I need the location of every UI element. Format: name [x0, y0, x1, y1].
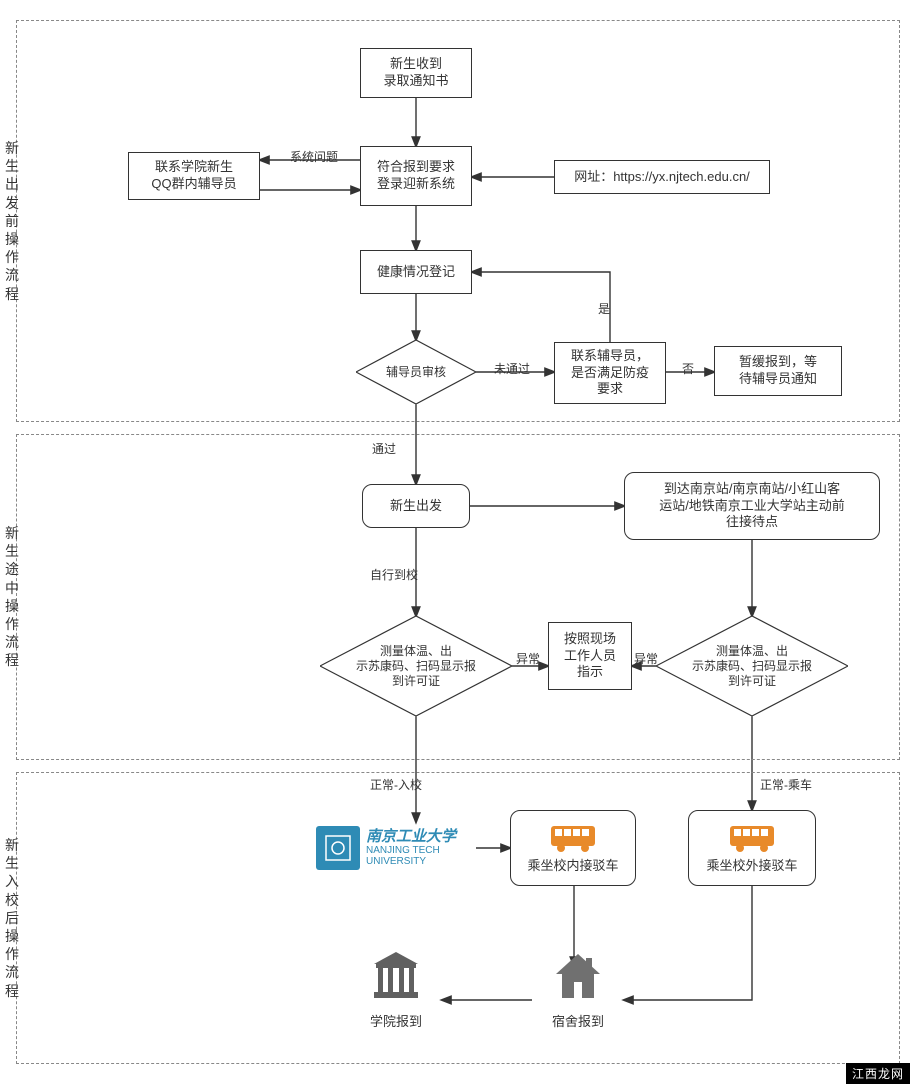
node-n1: 新生收到录取通知书 — [360, 48, 472, 98]
node-n11: 测量体温、出示苏康码、扫码显示报到许可证 — [320, 616, 512, 716]
edge-label: 自行到校 — [370, 566, 418, 583]
node-n9: 新生出发 — [362, 484, 470, 528]
section-label: 新生入校后操作流程 — [4, 836, 20, 1000]
node-n5: 健康情况登记 — [360, 250, 472, 294]
node-n6: 辅导员审核 — [356, 340, 476, 404]
node-n10: 到达南京站/南京南站/小红山客运站/地铁南京工业大学站主动前往接待点 — [624, 472, 880, 540]
house-icon — [550, 950, 606, 1002]
edge-label: 通过 — [372, 440, 396, 457]
edge-label: 正常-入校 — [370, 776, 422, 793]
node-n13: 测量体温、出示苏康码、扫码显示报到许可证 — [656, 616, 848, 716]
watermark: 江西龙网 — [846, 1063, 910, 1084]
building-icon — [368, 950, 424, 1002]
node-n17: 学院报到 — [350, 950, 442, 1030]
section-label: 新生途中操作流程 — [4, 524, 20, 670]
node-n3: 联系学院新生QQ群内辅导员 — [128, 152, 260, 200]
edge-label: 未通过 — [494, 360, 530, 377]
edge-label: 是 — [598, 300, 610, 317]
logo-njtech: 南京工业大学NANJING TECHUNIVERSITY — [316, 822, 476, 874]
node-n8: 暂缓报到，等待辅导员通知 — [714, 346, 842, 396]
bus-icon — [728, 822, 776, 854]
node-n15: 乘坐校内接驳车 — [510, 810, 636, 886]
edge-label: 系统问题 — [290, 148, 338, 165]
edge-label: 正常-乘车 — [760, 776, 812, 793]
node-n2: 符合报到要求登录迎新系统 — [360, 146, 472, 206]
node-n18: 宿舍报到 — [532, 950, 624, 1030]
node-n16: 乘坐校外接驳车 — [688, 810, 816, 886]
node-n4: 网址：https://yx.njtech.edu.cn/ — [554, 160, 770, 194]
bus-icon — [549, 822, 597, 854]
node-n7: 联系辅导员，是否满足防疫要求 — [554, 342, 666, 404]
section-label: 新生出发前操作流程 — [4, 139, 20, 303]
edge-label: 否 — [682, 360, 694, 377]
edge-label: 异常 — [516, 650, 540, 667]
edge-label: 异常 — [634, 650, 658, 667]
node-n12: 按照现场工作人员指示 — [548, 622, 632, 690]
